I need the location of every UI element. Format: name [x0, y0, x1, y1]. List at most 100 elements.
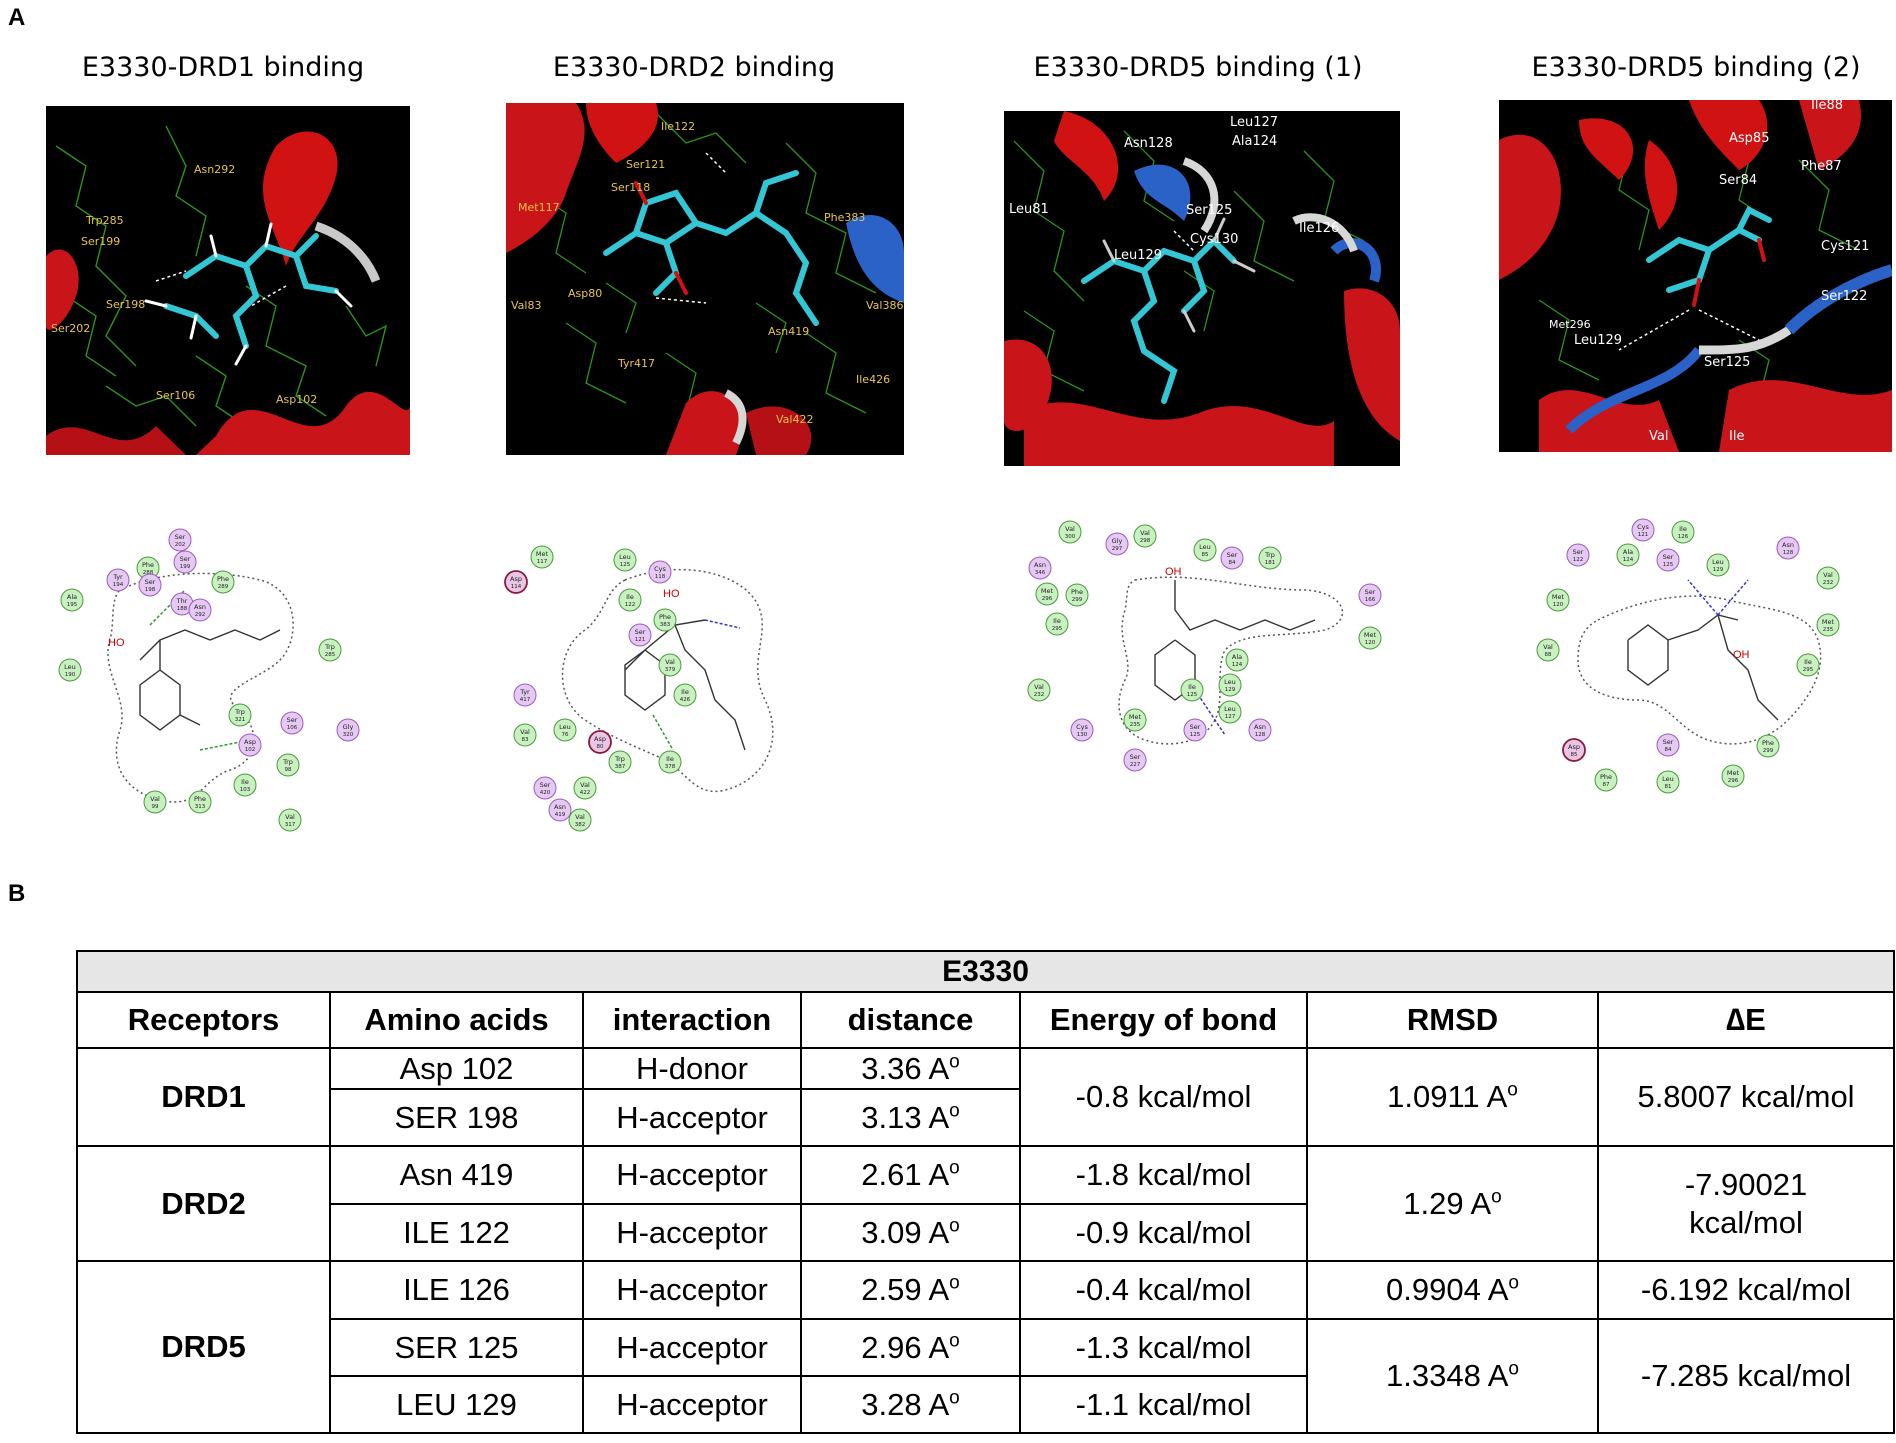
interaction-cell: H-acceptor — [582, 1260, 802, 1320]
residue-node: Trp285 — [318, 638, 342, 662]
residue-name: Ser — [1130, 753, 1141, 761]
residue-node: Ser121 — [628, 623, 652, 647]
residue-label: Ile — [1729, 429, 1744, 444]
residue-node: Ser125 — [1183, 718, 1207, 742]
interaction-diagram-drd1: HO Ser 202 Phe 288 Ser 199 Tyr 194 Ser 198 Phe 289 T… — [40, 520, 430, 850]
distance-cell: 3.28 Ao — [800, 1375, 1021, 1434]
residue-name: Phe — [1071, 588, 1083, 596]
interaction-cell: H-acceptor — [582, 1203, 802, 1262]
residue-number: 382 — [575, 822, 586, 828]
residue-name: Ser — [145, 578, 156, 586]
residue-number: 194 — [113, 582, 124, 588]
column-header: Receptors — [76, 991, 331, 1049]
residue-node: Ser122 — [1566, 543, 1590, 567]
residue-number: 232 — [1823, 580, 1834, 586]
residue-name: Trp — [324, 643, 335, 651]
receptor-cell: DRD5 — [76, 1260, 331, 1434]
rmsd-cell: 0.9904 Ao — [1306, 1260, 1599, 1320]
residue-label: Ile88 — [1811, 100, 1843, 113]
residue-number: 417 — [520, 697, 531, 703]
distance-cell: 2.61 Ao — [800, 1145, 1021, 1205]
residue-label: Val83 — [511, 299, 541, 312]
delta-e-cell: -6.192 kcal/mol — [1596, 1260, 1896, 1320]
residue-number: 190 — [65, 672, 76, 678]
residue-node: Leu129 — [1218, 673, 1242, 697]
residue-name: Phe — [659, 613, 671, 621]
residue-number: 387 — [615, 764, 626, 770]
residue-name: Gly — [1112, 537, 1123, 545]
residue-number: 299 — [1763, 748, 1774, 754]
residue-name: Ile — [681, 688, 689, 696]
residue-name: Leu — [1199, 543, 1211, 551]
residue-name: Tyr — [519, 688, 530, 696]
residue-node: Val83 — [513, 723, 537, 747]
residue-number: 288 — [143, 570, 154, 576]
residue-node: Ile126 — [1671, 520, 1695, 544]
residue-number: 87 — [1603, 782, 1610, 788]
residue-name: Ile — [626, 593, 634, 601]
residue-name: Ser — [180, 555, 191, 563]
residue-name: Ser — [287, 716, 298, 724]
interaction-cell: H-donor — [582, 1047, 802, 1090]
residue-name: Gly — [343, 723, 354, 731]
interaction-cell: H-acceptor — [582, 1088, 802, 1147]
residue-number: 346 — [1035, 570, 1046, 576]
residue-name: Val — [580, 781, 590, 789]
residue-number: 124 — [1232, 662, 1243, 668]
residue-number: 289 — [218, 584, 229, 590]
residue-name: Asn — [1782, 541, 1794, 549]
residue-label: Phe383 — [824, 211, 865, 224]
residue-number: 129 — [1225, 687, 1236, 693]
residue-label: Val — [1649, 429, 1668, 444]
residue-name: Cys — [1637, 523, 1649, 531]
residue-name: Ala — [1232, 653, 1242, 661]
residue-number: 232 — [1034, 692, 1045, 698]
residue-name: Leu — [64, 663, 76, 671]
residue-number: 235 — [1823, 627, 1834, 633]
ligand-label-oh: OH — [1733, 649, 1750, 661]
residue-number: 295 — [1803, 667, 1814, 673]
residue-label: Ile126 — [1299, 221, 1339, 236]
structure-image-drd5-1: Leu127 Asn128 Ala124 Leu81 Ser125 Ile126… — [1004, 111, 1400, 466]
residue-number: 130 — [1077, 732, 1088, 738]
residue-name: Val — [520, 728, 530, 736]
residue-node: Ser106 — [280, 711, 304, 735]
residue-node: Ser84 — [1656, 733, 1680, 757]
residue-number: 126 — [1678, 534, 1689, 540]
column-header: RMSD — [1306, 991, 1599, 1049]
column-header: distance — [800, 991, 1021, 1049]
residue-name: Leu — [1224, 705, 1236, 713]
residue-number: 99 — [152, 804, 159, 810]
residue-node: Asp102 — [238, 733, 262, 757]
residue-node: Asn128 — [1776, 536, 1800, 560]
interaction-diagram-drd2: HO Met 117 Asp 114 Leu 125 Cys 118 Ile 122 Phe 383 S… — [504, 520, 895, 850]
residue-label: Met296 — [1549, 318, 1591, 331]
residue-node: Ile426 — [673, 683, 697, 707]
residue-label: Val422 — [776, 413, 813, 426]
rmsd-cell: 1.3348 Ao — [1306, 1318, 1599, 1434]
residue-label: Met117 — [518, 201, 560, 214]
residue-name: Val — [150, 795, 160, 803]
residue-number: 125 — [1190, 732, 1201, 738]
residue-name: Ser — [175, 533, 186, 541]
residue-number: 124 — [1623, 557, 1634, 563]
residue-node: Asn292 — [188, 598, 212, 622]
residue-number: 198 — [145, 587, 156, 593]
residue-name: Leu — [1662, 775, 1674, 783]
delta-e-cell: 5.8007 kcal/mol — [1596, 1047, 1896, 1147]
residue-label: Ala124 — [1232, 134, 1277, 149]
receptor-cell: DRD1 — [76, 1047, 331, 1147]
residue-label: Ser198 — [106, 298, 145, 311]
residue-name: Met — [536, 550, 549, 558]
